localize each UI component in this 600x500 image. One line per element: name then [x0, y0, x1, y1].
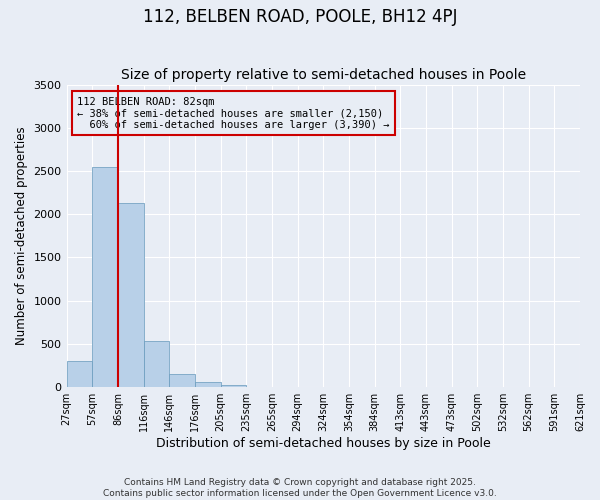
Title: Size of property relative to semi-detached houses in Poole: Size of property relative to semi-detach… [121, 68, 526, 82]
Y-axis label: Number of semi-detached properties: Number of semi-detached properties [15, 126, 28, 345]
Bar [169, 374, 195, 387]
Text: Contains HM Land Registry data © Crown copyright and database right 2025.
Contai: Contains HM Land Registry data © Crown c… [103, 478, 497, 498]
Bar [195, 382, 221, 387]
Bar [92, 166, 118, 387]
X-axis label: Distribution of semi-detached houses by size in Poole: Distribution of semi-detached houses by … [156, 437, 491, 450]
Bar [67, 362, 92, 387]
Text: 112, BELBEN ROAD, POOLE, BH12 4PJ: 112, BELBEN ROAD, POOLE, BH12 4PJ [143, 8, 457, 26]
Bar [143, 342, 169, 387]
Text: 112 BELBEN ROAD: 82sqm
← 38% of semi-detached houses are smaller (2,150)
  60% o: 112 BELBEN ROAD: 82sqm ← 38% of semi-det… [77, 96, 389, 130]
Bar [118, 203, 143, 387]
Bar [221, 384, 246, 387]
